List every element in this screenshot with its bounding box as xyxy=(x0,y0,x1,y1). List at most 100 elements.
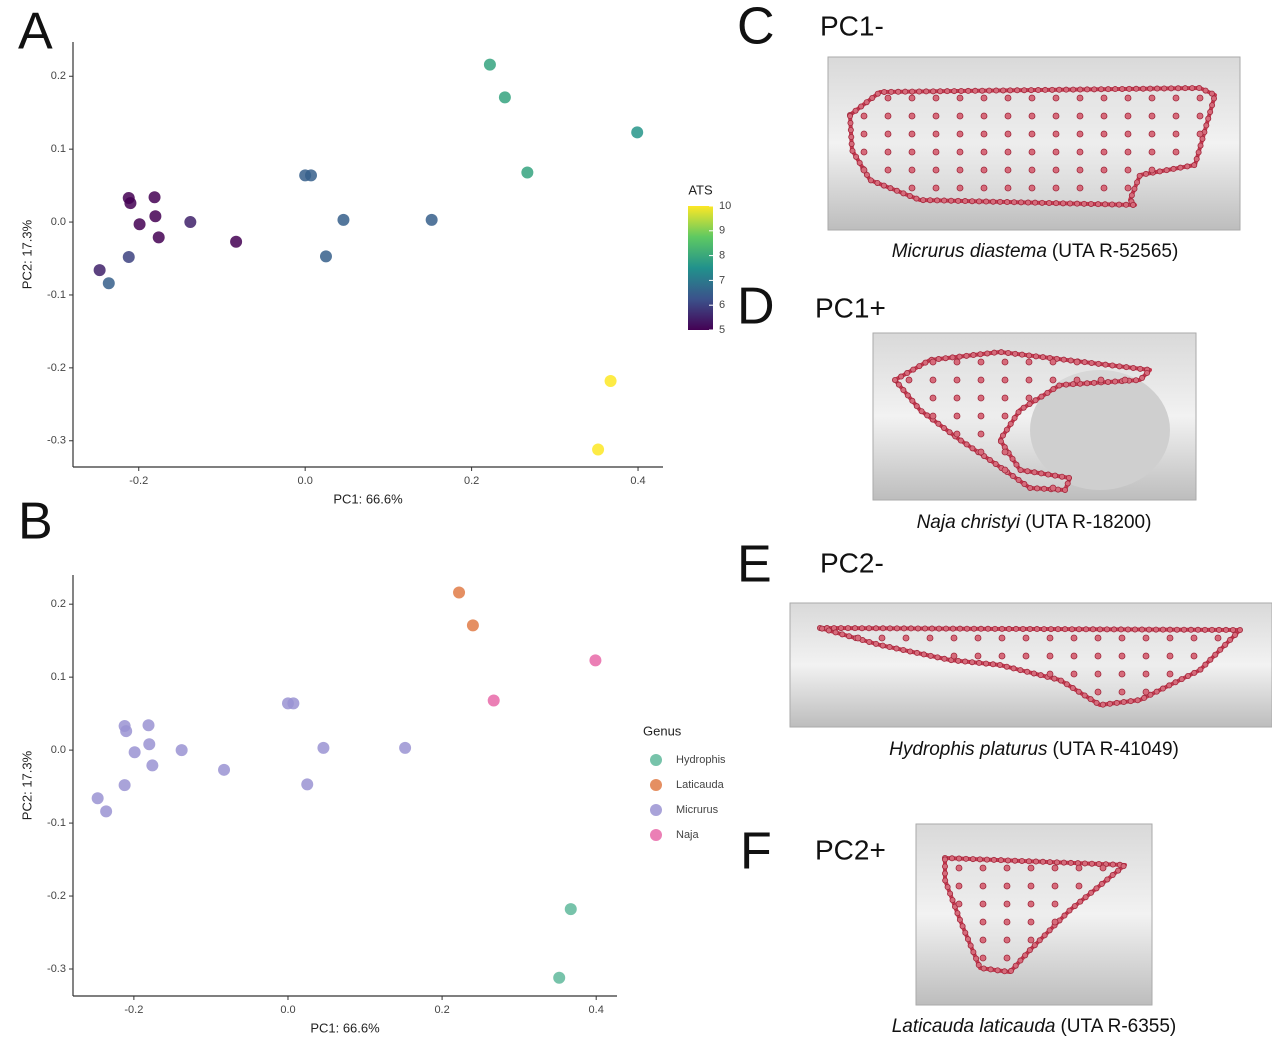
landmark xyxy=(1040,859,1045,864)
landmark xyxy=(885,149,891,155)
landmark xyxy=(1053,113,1059,119)
landmark xyxy=(1006,626,1011,631)
landmark xyxy=(981,149,987,155)
landmark xyxy=(981,167,987,173)
landmark xyxy=(1209,627,1214,632)
landmark xyxy=(1085,87,1090,92)
landmark xyxy=(978,449,984,455)
landmark xyxy=(1149,131,1155,137)
landmark xyxy=(1153,627,1158,632)
landmark xyxy=(1015,88,1020,93)
specimen-id: (UTA R-18200) xyxy=(1025,512,1151,533)
landmark xyxy=(1066,475,1071,480)
landmark xyxy=(1029,149,1035,155)
landmark xyxy=(1068,358,1073,363)
landmark xyxy=(848,120,853,125)
landmark xyxy=(924,89,929,94)
landmark xyxy=(985,626,990,631)
point xyxy=(553,972,565,984)
landmark xyxy=(1088,697,1093,702)
landmark xyxy=(978,626,983,631)
landmark xyxy=(1132,186,1137,191)
landmark xyxy=(947,430,952,435)
landmark xyxy=(952,88,957,93)
landmark xyxy=(1019,200,1024,205)
landmark xyxy=(919,409,924,414)
landmark xyxy=(1178,165,1183,170)
point xyxy=(488,694,500,706)
landmark xyxy=(980,955,986,961)
landmark xyxy=(1061,357,1066,362)
landmark xyxy=(888,186,893,191)
landmark xyxy=(1058,678,1063,683)
landmark xyxy=(1103,362,1108,367)
landmark xyxy=(991,857,996,862)
landmark xyxy=(978,431,984,437)
landmark xyxy=(1192,163,1197,168)
panel-label: PC2- xyxy=(820,547,884,578)
landmark xyxy=(1078,899,1083,904)
landmark xyxy=(901,191,906,196)
landmark xyxy=(999,635,1005,641)
landmark xyxy=(1230,627,1235,632)
landmark xyxy=(1154,689,1159,694)
x-tick-label: -0.2 xyxy=(124,1004,143,1016)
y-tick-label: -0.2 xyxy=(47,362,66,374)
point xyxy=(305,169,317,181)
landmark xyxy=(1111,627,1116,632)
landmark xyxy=(970,199,975,204)
landmark xyxy=(1197,95,1203,101)
landmark xyxy=(943,356,948,361)
landmark xyxy=(955,911,960,916)
landmark xyxy=(1062,913,1067,918)
panel-letter: A xyxy=(18,3,53,61)
landmark xyxy=(1050,359,1056,365)
point xyxy=(124,197,136,209)
point xyxy=(605,375,617,387)
landmark xyxy=(1190,85,1195,90)
landmark xyxy=(1032,470,1037,475)
landmark xyxy=(901,626,906,631)
landmark xyxy=(945,89,950,94)
x-tick-label: -0.2 xyxy=(129,475,148,487)
y-tick-label: 0.1 xyxy=(51,671,66,683)
landmark xyxy=(1053,473,1058,478)
landmark xyxy=(1040,200,1045,205)
landmark xyxy=(1160,686,1165,691)
landmark xyxy=(1092,87,1097,92)
species-name: Naja christyi xyxy=(917,512,1021,533)
landmark xyxy=(1155,86,1160,91)
landmark xyxy=(1062,487,1067,492)
landmark xyxy=(930,413,936,419)
landmark xyxy=(1095,653,1101,659)
landmark xyxy=(1088,890,1093,895)
y-tick-label: 0.0 xyxy=(51,744,66,756)
landmark xyxy=(1209,103,1214,108)
landmark xyxy=(1026,859,1031,864)
landmark xyxy=(999,653,1005,659)
landmark xyxy=(1194,156,1199,161)
landmark xyxy=(885,95,891,101)
landmark xyxy=(820,626,825,631)
landmark xyxy=(921,652,926,657)
landmark xyxy=(1005,167,1011,173)
landmark xyxy=(914,650,919,655)
landmark xyxy=(923,360,928,365)
landmark xyxy=(1125,627,1130,632)
landmark xyxy=(1046,472,1051,477)
landmark xyxy=(1123,202,1128,207)
landmark xyxy=(840,632,845,637)
landmark xyxy=(977,857,982,862)
landmark xyxy=(1185,164,1190,169)
landmark xyxy=(1032,943,1037,948)
landmark xyxy=(951,635,957,641)
landmark xyxy=(1059,474,1064,479)
landmark xyxy=(1070,685,1075,690)
landmark xyxy=(980,883,986,889)
landmark xyxy=(928,653,933,658)
point xyxy=(426,214,438,226)
landmark xyxy=(849,141,854,146)
landmark xyxy=(998,439,1003,444)
panel-label: PC1- xyxy=(820,10,884,41)
landmark xyxy=(1005,199,1010,204)
